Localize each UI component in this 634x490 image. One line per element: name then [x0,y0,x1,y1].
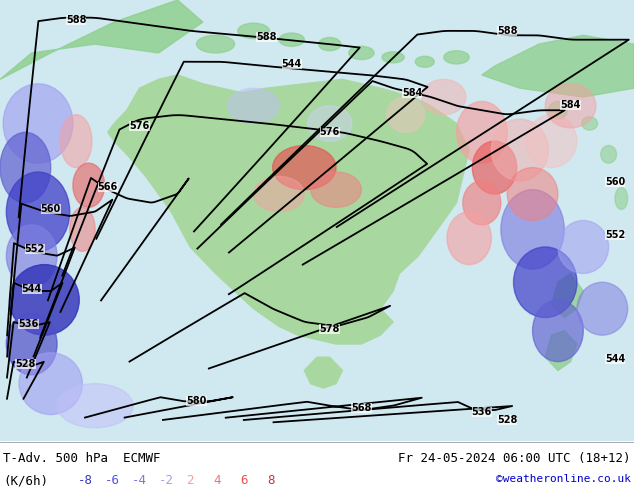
Ellipse shape [415,56,434,67]
Ellipse shape [279,33,304,47]
Text: 6: 6 [240,474,247,487]
Ellipse shape [197,35,235,53]
Ellipse shape [422,79,466,115]
Ellipse shape [577,282,628,335]
Text: 588: 588 [497,26,517,36]
Ellipse shape [582,117,598,130]
Ellipse shape [382,52,404,63]
Ellipse shape [507,168,558,220]
Ellipse shape [238,23,269,39]
Ellipse shape [601,146,616,163]
Ellipse shape [456,101,507,163]
Polygon shape [108,75,469,344]
Text: -6: -6 [105,474,120,487]
Ellipse shape [447,212,491,265]
Text: 552: 552 [605,230,625,240]
Text: 576: 576 [129,121,150,131]
Ellipse shape [19,353,82,415]
Ellipse shape [444,50,469,64]
Ellipse shape [548,101,567,119]
Ellipse shape [307,106,352,141]
Polygon shape [552,273,583,318]
Text: 566: 566 [98,182,118,193]
Text: 560: 560 [605,177,625,187]
Text: -4: -4 [132,474,147,487]
Ellipse shape [545,84,596,128]
Ellipse shape [70,207,95,251]
Text: 584: 584 [560,100,581,110]
Text: 528: 528 [497,416,517,425]
Text: 8: 8 [267,474,275,487]
Text: T-Adv. 500 hPa  ECMWF: T-Adv. 500 hPa ECMWF [3,452,160,465]
Text: 4: 4 [213,474,221,487]
Ellipse shape [73,163,105,207]
Text: 544: 544 [281,59,302,69]
Ellipse shape [615,187,628,209]
Ellipse shape [60,115,92,168]
Text: 536: 536 [18,319,39,329]
Ellipse shape [6,313,57,375]
Ellipse shape [501,190,564,269]
Ellipse shape [6,172,70,251]
Ellipse shape [387,97,425,132]
Ellipse shape [0,132,51,203]
Text: 544: 544 [22,284,42,294]
Text: Fr 24-05-2024 06:00 UTC (18+12): Fr 24-05-2024 06:00 UTC (18+12) [399,452,631,465]
Ellipse shape [318,37,341,51]
Text: 528: 528 [15,359,36,369]
Polygon shape [482,35,634,97]
Ellipse shape [472,141,517,194]
Ellipse shape [57,384,133,428]
Polygon shape [545,331,577,370]
Text: 580: 580 [186,396,207,406]
Text: ©weatheronline.co.uk: ©weatheronline.co.uk [496,474,631,484]
Ellipse shape [10,265,79,335]
Text: 560: 560 [41,204,61,215]
Text: 576: 576 [320,126,340,137]
Text: 544: 544 [605,354,625,364]
Ellipse shape [6,225,57,287]
Ellipse shape [311,172,361,207]
Ellipse shape [526,115,577,168]
Text: 2: 2 [186,474,193,487]
Ellipse shape [3,84,73,163]
Ellipse shape [491,119,548,181]
Text: 584: 584 [402,88,422,98]
Text: 588: 588 [256,32,276,42]
Polygon shape [304,357,342,388]
Text: 588: 588 [66,15,86,25]
Text: 552: 552 [25,244,45,254]
Text: 536: 536 [472,407,492,417]
Ellipse shape [273,146,336,190]
Text: 578: 578 [320,323,340,334]
Text: -2: -2 [159,474,174,487]
Ellipse shape [558,220,609,273]
Polygon shape [0,0,203,79]
Ellipse shape [228,88,279,123]
Text: 568: 568 [351,403,372,413]
Text: (K/6h): (K/6h) [3,474,48,487]
Text: -8: -8 [78,474,93,487]
Ellipse shape [349,47,374,60]
Ellipse shape [254,176,304,212]
Ellipse shape [463,181,501,225]
Ellipse shape [533,300,583,362]
Ellipse shape [514,247,577,318]
